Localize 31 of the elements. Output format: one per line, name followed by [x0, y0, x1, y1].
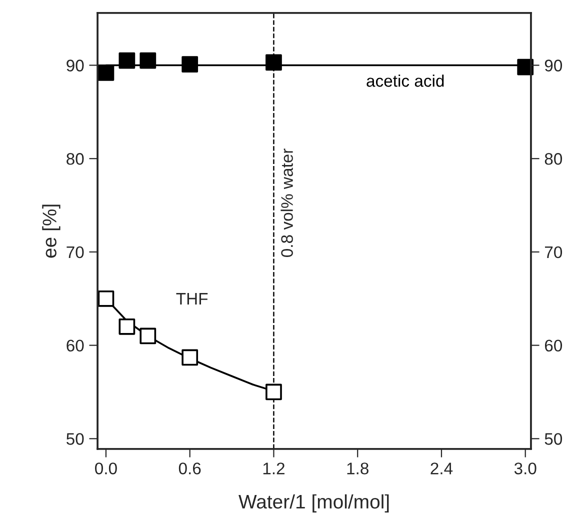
y2-tick-label: 60 — [544, 340, 562, 352]
point — [118, 318, 136, 335]
y-tick-label: 50 — [66, 433, 84, 445]
y-tick-label: 70 — [66, 246, 84, 258]
point — [140, 52, 156, 69]
point — [140, 328, 156, 344]
point — [98, 64, 114, 81]
point — [118, 52, 136, 69]
ref-line-label: 0.8 vol% water — [280, 148, 293, 257]
x-tick-label: 0.6 — [178, 462, 201, 474]
y2-tick-label: 70 — [545, 246, 562, 258]
y2-tick-label: 80 — [544, 153, 562, 165]
x-tick-label: 0.0 — [95, 462, 117, 474]
point — [266, 384, 282, 400]
y2-tick-label: 90 — [544, 60, 562, 72]
x-tick-label: 1.2 — [263, 462, 284, 474]
y-tick-label: 60 — [66, 340, 84, 352]
point — [266, 54, 282, 71]
point — [182, 349, 198, 366]
x-tick-label: 3.0 — [514, 462, 536, 474]
point — [182, 56, 198, 73]
point — [98, 290, 114, 307]
x-tick-label: 2.4 — [430, 462, 453, 474]
y2-tick-label: 50 — [544, 433, 562, 445]
y-tick-label: 80 — [66, 153, 84, 165]
y-axis-title: ee [%] — [42, 204, 60, 258]
y-tick-label: 90 — [66, 60, 84, 72]
series-label: THF — [176, 293, 208, 305]
x-tick-label: 1.8 — [347, 462, 368, 474]
series-label: acetic acid — [366, 74, 444, 87]
x-axis-title: Water/1 [mol/mol] — [238, 494, 389, 512]
